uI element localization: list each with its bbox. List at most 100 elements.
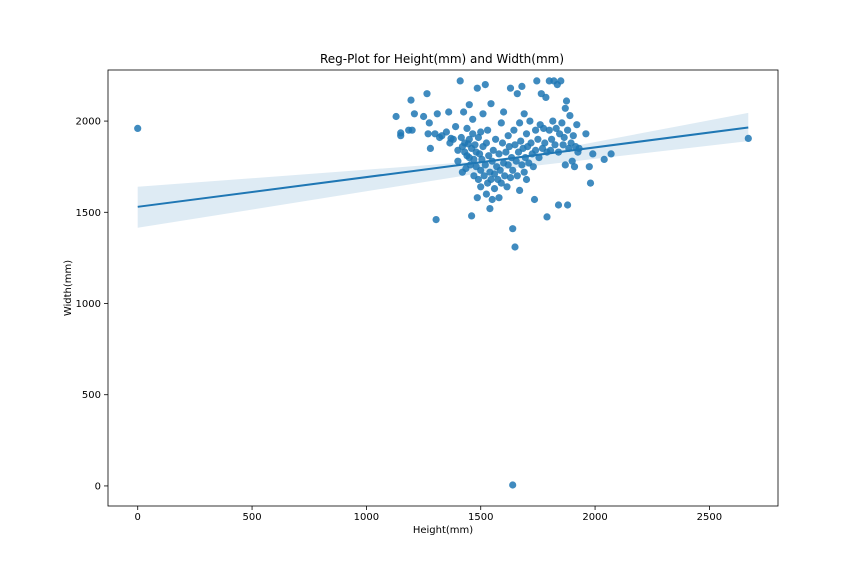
scatter-point <box>518 82 526 90</box>
scatter-point <box>589 150 597 158</box>
scatter-point <box>397 129 405 137</box>
x-tick-label: 2000 <box>582 512 607 523</box>
scatter-point <box>548 135 556 143</box>
y-tick-label: 2000 <box>76 117 101 128</box>
confidence-band <box>137 112 749 228</box>
scatter-point <box>485 152 493 160</box>
scatter-point <box>561 104 569 112</box>
scatter-point <box>520 168 528 176</box>
scatter-point <box>566 112 574 120</box>
scatter-point <box>532 126 540 134</box>
scatter-point <box>558 119 566 127</box>
axes: 0 500 1000 1500 2000 2500 0 500 1000 1500 2000 <box>76 117 723 523</box>
scatter-point <box>573 121 581 129</box>
scatter-point <box>489 146 497 154</box>
scatter-point <box>506 84 515 92</box>
scatter-point <box>520 110 528 118</box>
scatter-point <box>582 130 590 138</box>
scatter-point <box>607 150 615 158</box>
scatter-point <box>549 117 557 125</box>
scatter-point <box>477 183 485 191</box>
scatter-point <box>542 93 550 101</box>
scatter-point <box>490 185 499 193</box>
scatter-point <box>600 155 608 163</box>
scatter-point <box>474 133 482 142</box>
scatter-point <box>442 128 450 136</box>
scatter-point <box>486 205 494 213</box>
scatter-point <box>504 161 512 169</box>
scatter-point <box>474 175 482 184</box>
scatter-point <box>497 179 505 187</box>
scatter-point <box>479 110 487 118</box>
scatter-point <box>456 77 464 85</box>
scatter-point <box>568 157 576 165</box>
chart-title: Reg-Plot for Height(mm) and Width(mm) <box>320 52 564 66</box>
x-axis-label: Height(mm) <box>413 525 473 536</box>
scatter-point <box>495 194 503 202</box>
scatter-point <box>420 112 428 121</box>
scatter-point <box>425 119 433 127</box>
y-tick-label: 1000 <box>76 299 101 310</box>
scatter-point <box>465 135 473 143</box>
scatter-point <box>496 166 504 174</box>
scatter-point <box>561 161 569 169</box>
x-tick-label: 1500 <box>468 512 493 523</box>
scatter-point <box>513 90 521 98</box>
scatter-point <box>487 175 495 184</box>
scatter-point <box>512 157 520 165</box>
scatter-point <box>481 81 489 89</box>
scatter-point <box>517 137 525 145</box>
scatter-point <box>744 134 752 142</box>
scatter-point <box>473 84 481 92</box>
scatter-point <box>424 130 432 138</box>
scatter-point <box>560 133 568 142</box>
scatter-point <box>473 194 481 202</box>
scatter-point <box>586 179 595 187</box>
scatter-point <box>476 150 484 158</box>
scatter-point <box>460 108 468 116</box>
scatter-point <box>540 124 548 132</box>
scatter-point <box>497 119 505 127</box>
scatter-point <box>513 172 521 180</box>
scatter-point <box>471 141 479 149</box>
scatter-point <box>468 212 476 220</box>
scatter-point <box>516 119 524 127</box>
scatter-point <box>487 100 495 108</box>
scatter-point <box>498 139 507 147</box>
scatter-point <box>511 141 519 149</box>
scatter-point <box>534 135 542 143</box>
scatter-point <box>134 124 142 132</box>
scatter-point <box>482 190 490 198</box>
y-axis-label: Width(mm) <box>63 260 74 316</box>
scatter-point <box>465 101 473 109</box>
scatter-point <box>481 161 489 169</box>
scatter-point <box>551 141 559 149</box>
scatter-point <box>518 161 526 169</box>
scatter-point <box>426 144 434 152</box>
scatter-point <box>500 108 508 116</box>
scatter-point <box>529 163 537 171</box>
scatter-point <box>554 201 563 209</box>
scatter-point <box>484 126 492 134</box>
scatter-point <box>477 128 485 136</box>
x-tick-label: 500 <box>243 512 262 523</box>
scatter-point <box>433 110 441 118</box>
scatter-point <box>509 225 517 233</box>
scatter-point <box>506 174 515 182</box>
scatter-point <box>543 213 551 221</box>
scatter-point <box>463 124 471 132</box>
scatter-point <box>552 124 560 132</box>
scatter-point <box>501 172 509 180</box>
scatter-point <box>477 166 485 174</box>
scatter-point <box>532 146 540 154</box>
plot-area <box>134 77 752 489</box>
regression-line <box>137 126 749 208</box>
scatter-point <box>570 163 579 171</box>
scatter-point <box>495 150 503 158</box>
scatter-point <box>562 97 571 105</box>
x-tick-label: 1000 <box>354 512 379 523</box>
scatter-point <box>407 96 415 104</box>
scatter-point <box>510 126 518 134</box>
scatter-point <box>545 126 553 134</box>
